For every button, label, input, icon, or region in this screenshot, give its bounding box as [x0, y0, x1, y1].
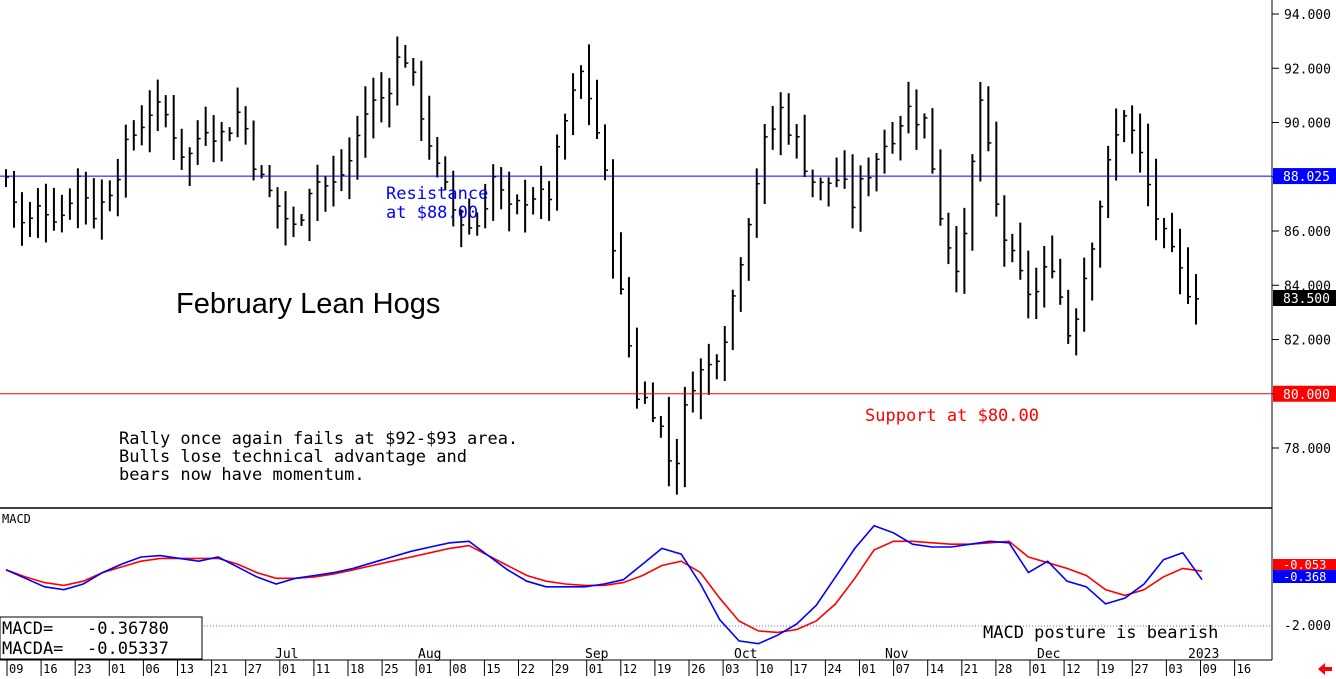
date-axis-day-label: 01	[418, 662, 432, 676]
ohlc-bars	[5, 36, 1199, 495]
resistance-value-label: 88.025	[1283, 170, 1330, 185]
date-axis-month-label: Oct	[734, 647, 757, 662]
last-price-label: 83.500	[1283, 292, 1330, 307]
date-axis: 09 16 23 01 06 13 21 27 01 11 18 25 01 08 15 22 29 01 12 19…	[6, 647, 1251, 676]
date-axis-day-label: 01	[111, 662, 125, 676]
date-axis-day-label: 01	[282, 662, 296, 676]
date-axis-day-label: 19	[657, 662, 671, 676]
date-axis-month-label: 2023	[1188, 647, 1219, 662]
date-axis-day-label: 12	[623, 662, 637, 676]
date-axis-day-label: 29	[555, 662, 569, 676]
macd-values-box: MACD= -0.36780 MACDA= -0.05337	[0, 616, 203, 660]
date-axis-day-label: 06	[145, 662, 159, 676]
date-axis-day-label: 21	[964, 662, 978, 676]
price-axis-label: 92.000	[1284, 62, 1331, 77]
resistance-value-box	[1273, 168, 1336, 185]
date-axis-month-label: Nov	[885, 647, 909, 662]
price-axis-label: 90.000	[1284, 117, 1331, 132]
date-axis-day-label: 10	[759, 662, 773, 676]
macd-signal-last-marker: -0.053	[1273, 558, 1336, 572]
date-axis-day-label: 12	[1066, 662, 1080, 676]
scroll-right-arrow-icon[interactable]	[1318, 663, 1332, 675]
macd-annotation: MACD posture is bearish	[983, 623, 1218, 643]
date-axis-day-label: 17	[793, 662, 807, 676]
date-axis-month-label: Sep	[585, 647, 609, 662]
date-axis-day-label: 27	[248, 662, 262, 676]
date-axis-day-label: 23	[77, 662, 91, 676]
date-axis-day-label: 22	[521, 662, 535, 676]
macd-line-last-label: -0.368	[1283, 570, 1326, 584]
price-axis-label: 86.000	[1284, 225, 1331, 240]
date-axis-day-label: 08	[452, 662, 466, 676]
macd-panel-label: MACD	[2, 512, 31, 526]
macd-line-last-marker: -0.368	[1273, 570, 1336, 584]
date-axis-month-label: Jul	[275, 647, 298, 662]
date-axis-day-label: 16	[1237, 662, 1251, 676]
macd-line	[5, 524, 1203, 645]
comment-line-3: bears now have momentum.	[119, 465, 365, 485]
macda-value-label: MACDA=	[2, 639, 63, 659]
date-axis-day-label: 16	[43, 662, 57, 676]
resistance-annotation-line-2: at $88.00	[386, 203, 478, 223]
support-annotation: Support at $80.00	[865, 406, 1039, 426]
date-axis-day-label: 21	[214, 662, 228, 676]
date-axis-day-label: 09	[1203, 662, 1217, 676]
date-axis-day-label: 07	[896, 662, 910, 676]
macd-lines	[5, 524, 1203, 645]
date-axis-month-label: Aug	[418, 647, 441, 662]
support-value-label: 80.000	[1283, 388, 1330, 403]
date-axis-day-label: 24	[827, 662, 841, 676]
last-price-marker: 83.500	[1273, 290, 1336, 307]
comment-line-1: Rally once again fails at $92-$93 area.	[119, 429, 518, 449]
date-axis-day-label: 01	[862, 662, 876, 676]
date-axis-day-label: 19	[1100, 662, 1114, 676]
date-axis-day-label: 25	[384, 662, 398, 676]
price-axis-label: 94.000	[1284, 8, 1331, 23]
date-axis-day-label: 03	[725, 662, 739, 676]
price-axis-label: 78.000	[1284, 442, 1331, 457]
date-axis-day-label: 01	[1032, 662, 1046, 676]
macd-axis-tick: -2.000	[1284, 619, 1331, 634]
date-axis-month-label: Dec	[1037, 647, 1060, 662]
macda-value: -0.05337	[87, 639, 169, 659]
macd-value: -0.36780	[87, 619, 169, 639]
date-axis-day-label: 26	[691, 662, 705, 676]
resistance-annotation-line-1: Resistance	[386, 184, 488, 204]
date-axis-day-label: 13	[180, 662, 194, 676]
macd-signal-last-label: -0.053	[1283, 558, 1326, 572]
chart-title: February Lean Hogs	[176, 288, 440, 320]
macd-value-label: MACD=	[2, 619, 53, 639]
horizontal-levels: 88.025 80.000	[0, 168, 1336, 403]
comment-line-2: Bulls lose technical advantage and	[119, 447, 467, 467]
date-axis-day-label: 03	[1168, 662, 1182, 676]
date-axis-day-label: 15	[486, 662, 500, 676]
date-axis-day-label: 09	[9, 662, 23, 676]
price-axis-label: 82.000	[1284, 334, 1331, 349]
date-axis-day-label: 11	[316, 662, 330, 676]
date-axis-day-label: 01	[589, 662, 603, 676]
support-value-box	[1273, 385, 1336, 402]
date-axis-day-label: 14	[930, 662, 944, 676]
date-axis-day-label: 27	[1134, 662, 1148, 676]
date-axis-day-label: 18	[350, 662, 364, 676]
date-axis-day-label: 28	[998, 662, 1012, 676]
